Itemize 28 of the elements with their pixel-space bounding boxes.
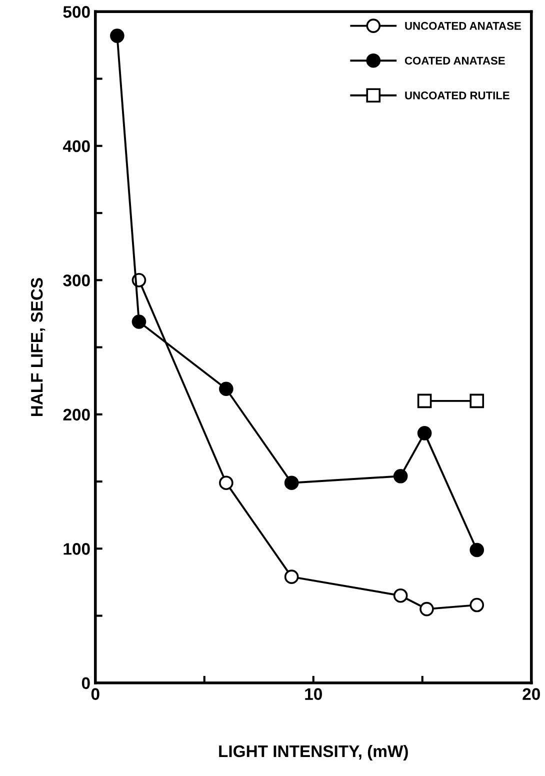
y-tick-label: 400 xyxy=(62,140,90,152)
point xyxy=(219,476,234,490)
point xyxy=(110,28,124,43)
x-tick-label: 10 xyxy=(305,688,322,700)
legend-label: UNCOATED ANATASE xyxy=(405,22,521,30)
x-tick-label: 0 xyxy=(91,688,100,700)
point xyxy=(417,426,432,440)
legend-label: UNCOATED RUTILE xyxy=(405,92,510,100)
point xyxy=(470,542,484,558)
point xyxy=(393,468,408,484)
point xyxy=(219,382,234,396)
point xyxy=(470,394,484,408)
x-tick-label: 20 xyxy=(522,688,540,700)
point xyxy=(417,394,432,408)
legend-label: COATED ANATASE xyxy=(404,56,505,65)
y-tick-label: 100 xyxy=(64,543,90,555)
y-tick-label: 500 xyxy=(63,6,90,18)
y-tick-label: 0 xyxy=(82,677,90,690)
point xyxy=(132,314,146,329)
y-axis-title: HALF LIFE, SECS xyxy=(30,278,46,416)
point xyxy=(393,588,408,603)
y-tick-label: 300 xyxy=(63,274,90,286)
point xyxy=(420,602,434,616)
point xyxy=(284,570,299,584)
y-tick-label: 200 xyxy=(63,408,90,421)
point xyxy=(470,598,484,612)
point xyxy=(284,476,299,490)
x-axis-title: LIGHT INTENSITY, (mW) xyxy=(219,744,408,760)
